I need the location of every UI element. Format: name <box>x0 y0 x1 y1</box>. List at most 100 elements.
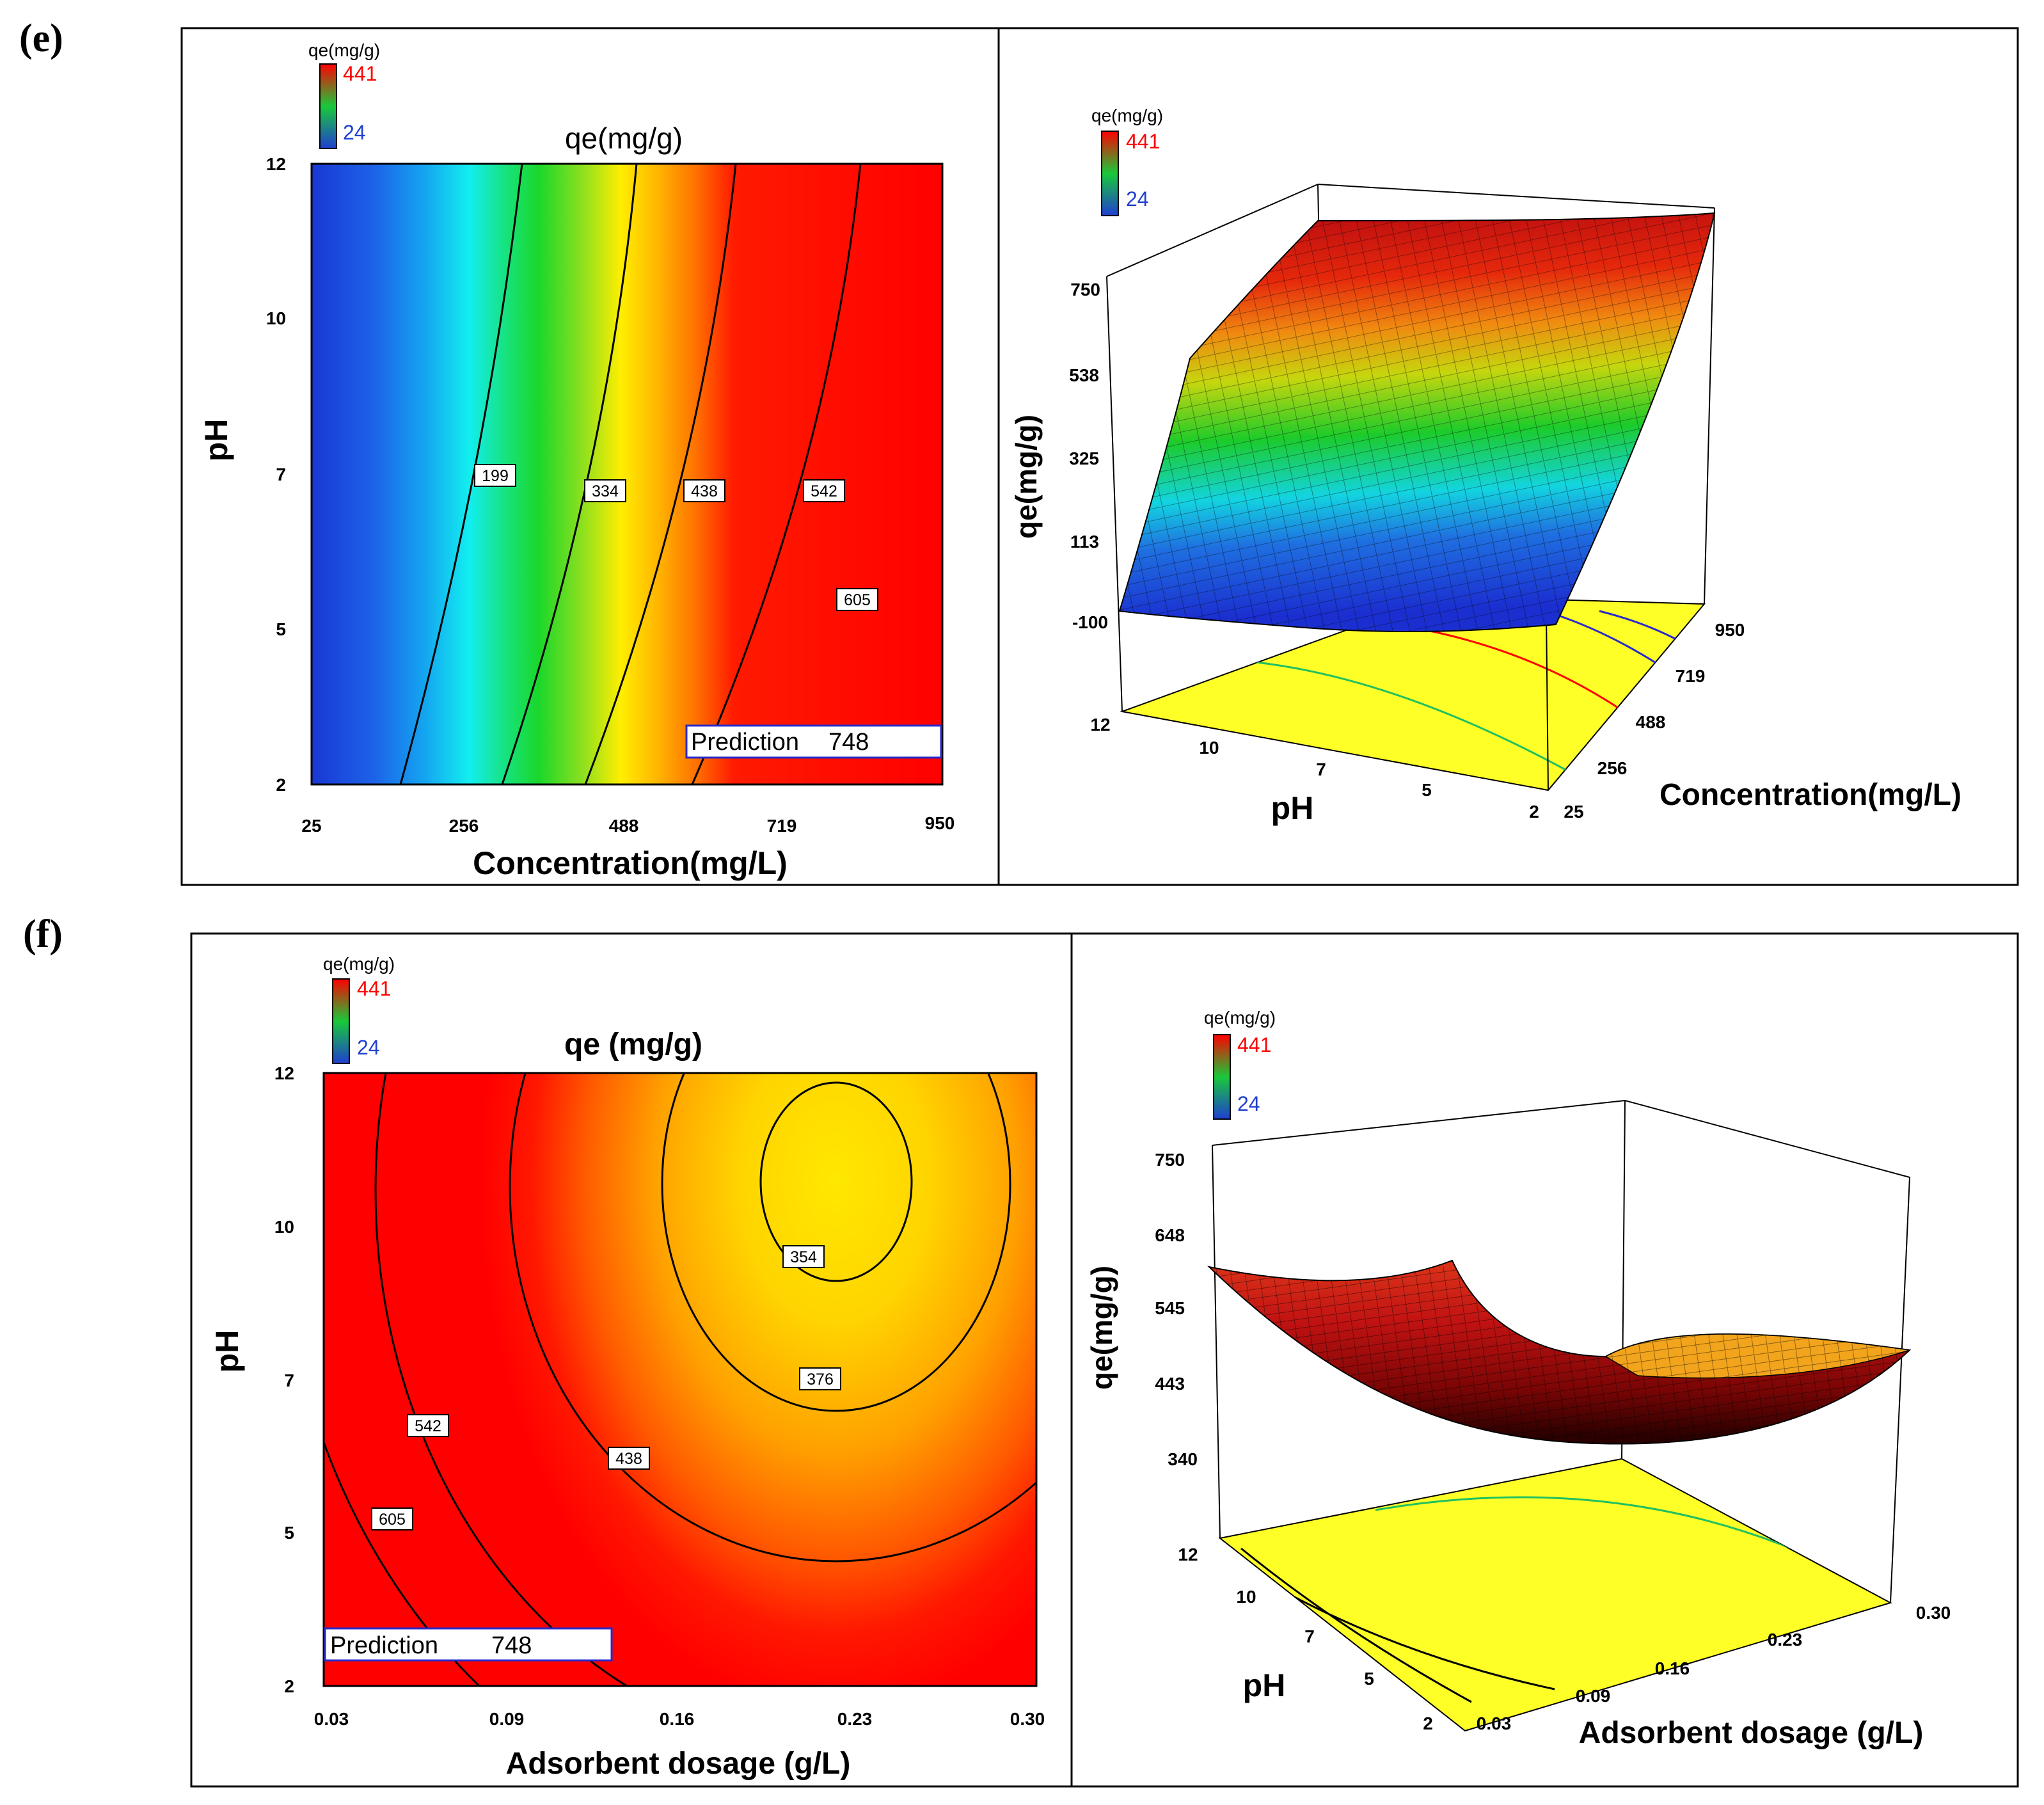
e-y-tick-5: 5 <box>276 619 286 639</box>
e-contour-label-438: 438 <box>691 482 718 500</box>
f-x-tick-0.16: 0.16 <box>660 1709 695 1729</box>
panel-e-frame <box>180 27 2019 886</box>
f-contour-line-354 <box>759 1081 913 1282</box>
f-contour-axes-frame <box>322 1072 1038 1687</box>
e-contour-label-box <box>683 479 725 502</box>
e-z-tick-113: 113 <box>1070 532 1099 552</box>
e-x-tick-256: 256 <box>449 816 479 836</box>
f-contour-legend-max: 441 <box>357 977 391 1000</box>
f-contour-line-542 <box>374 1073 629 1686</box>
f-surface-legend-min: 24 <box>1237 1092 1260 1115</box>
f-dose-tick-0.09: 0.09 <box>1576 1686 1611 1706</box>
e-x-tick-488: 488 <box>609 816 639 836</box>
panel-f-frame <box>190 932 2019 1788</box>
e-ph-tick-7: 7 <box>1316 759 1326 779</box>
f-ph-tick-7: 7 <box>1304 1626 1315 1646</box>
f-ph-axis-label: pH <box>1243 1667 1286 1703</box>
e-contour-plot: qe(mg/g) 441 24 qe(mg/g) 199 334 438 542… <box>198 40 955 881</box>
f-x-tick-0.23: 0.23 <box>837 1709 873 1729</box>
f-y-tick-12: 12 <box>274 1063 294 1083</box>
f-contour-label-542: 542 <box>415 1417 441 1435</box>
e-ph-tick-2: 2 <box>1529 802 1539 822</box>
f-floor-contour <box>1240 1547 1472 1703</box>
e-contour-label-box <box>836 588 878 611</box>
f-prediction-box <box>324 1627 613 1662</box>
f-contour-label-438: 438 <box>615 1450 642 1468</box>
e-z-tick-minus100: -100 <box>1072 612 1108 632</box>
e-y-tick-10: 10 <box>266 308 286 328</box>
e-ph-axis-label: pH <box>1271 790 1314 826</box>
f-dose-tick-0.16: 0.16 <box>1655 1658 1690 1678</box>
e-ph-tick-12: 12 <box>1090 715 1110 735</box>
f-contour-label-354: 354 <box>790 1248 817 1266</box>
f-z-tick-443: 443 <box>1155 1374 1185 1394</box>
f-dose-tick-0.23: 0.23 <box>1768 1630 1803 1650</box>
e-contour-label-box <box>474 464 516 487</box>
e-surface-legend-title: qe(mg/g) <box>1091 106 1163 125</box>
e-conc-tick-719: 719 <box>1676 666 1706 686</box>
f-contour-label-box <box>371 1507 413 1531</box>
e-contour-line-438 <box>584 164 737 784</box>
e-conc-tick-256: 256 <box>1597 758 1628 778</box>
f-y-tick-10: 10 <box>274 1217 294 1237</box>
f-contour-label-605: 605 <box>379 1511 406 1529</box>
e-contour-label-199: 199 <box>482 467 509 485</box>
e-contour-line-334 <box>501 164 638 784</box>
e-conc-tick-950: 950 <box>1715 620 1745 640</box>
f-contour-legend-min: 24 <box>357 1036 380 1059</box>
e-surface-legend-bar <box>1101 131 1119 216</box>
f-contour-label-376: 376 <box>807 1371 834 1388</box>
f-x-tick-0.30: 0.30 <box>1010 1709 1045 1729</box>
e-contour-legend-title: qe(mg/g) <box>308 40 380 60</box>
e-surface-mesh <box>1120 213 1715 632</box>
f-y-tick-2: 2 <box>284 1676 294 1696</box>
e-surface-plot: qe(mg/g) 441 24 750 538 325 1 <box>1010 106 1961 826</box>
f-contour-label-box <box>782 1245 825 1268</box>
e-contour-legend-min: 24 <box>343 121 366 144</box>
f-ph-tick-12: 12 <box>1178 1545 1198 1564</box>
f-surface-plot: qe(mg/g) 441 24 750 648 545 443 <box>1085 1008 1951 1750</box>
e-y-tick-7: 7 <box>276 465 286 484</box>
f-dose-axis-label: Adsorbent dosage (g/L) <box>1579 1716 1924 1750</box>
e-contour-title: qe(mg/g) <box>565 122 683 155</box>
e-contour-line-199 <box>399 164 523 784</box>
e-ph-tick-10: 10 <box>1199 738 1219 758</box>
e-x-axis-label: Concentration(mg/L) <box>473 845 788 881</box>
f-ph-tick-2: 2 <box>1423 1714 1433 1733</box>
f-prediction-label: Prediction <box>330 1632 438 1659</box>
e-floor-contour <box>1426 629 1622 712</box>
e-contour-line-542 <box>691 164 862 784</box>
e-y-tick-12: 12 <box>266 154 286 174</box>
e-y-tick-2: 2 <box>276 775 286 795</box>
f-z-tick-648: 648 <box>1155 1225 1185 1245</box>
e-x-tick-719: 719 <box>767 816 797 836</box>
f-z-tick-750: 750 <box>1155 1150 1185 1170</box>
f-contour-line-376 <box>661 1073 1011 1412</box>
panel-f-label: (f) <box>23 912 63 956</box>
f-dose-tick-0.30: 0.30 <box>1916 1603 1951 1623</box>
e-contour-labels: 199 334 438 542 605 <box>474 464 878 611</box>
e-z-tick-538: 538 <box>1069 365 1099 385</box>
f-contour-label-box <box>608 1447 650 1470</box>
e-floor-contour <box>1215 658 1574 775</box>
e-prediction-box <box>685 724 942 759</box>
e-heatmap <box>312 164 942 784</box>
f-contour-plot: qe(mg/g) 441 24 qe (mg/g) 354 376 438 54… <box>209 954 1045 1781</box>
e-contour-legend-bar <box>319 63 337 149</box>
e-z-tick-325: 325 <box>1069 449 1099 468</box>
f-surface-legend-title: qe(mg/g) <box>1204 1008 1276 1028</box>
f-x-axis-label: Adsorbent dosage (g/L) <box>506 1747 851 1781</box>
e-contour-label-605: 605 <box>844 591 871 609</box>
f-ph-tick-5: 5 <box>1364 1669 1374 1689</box>
e-conc-tick-488: 488 <box>1636 712 1666 732</box>
f-surface-mesh <box>1209 1260 1910 1444</box>
f-surface-legend-max: 441 <box>1237 1033 1271 1056</box>
f-z-tick-340: 340 <box>1168 1449 1198 1469</box>
f-contour-label-box <box>407 1414 449 1437</box>
e-ph-tick-5: 5 <box>1422 780 1432 800</box>
e-conc-axis-label: Concentration(mg/L) <box>1660 778 1961 812</box>
e-contour-legend-max: 441 <box>343 62 377 85</box>
e-contour-label-542: 542 <box>811 482 837 500</box>
f-prediction-value: 748 <box>491 1632 532 1659</box>
